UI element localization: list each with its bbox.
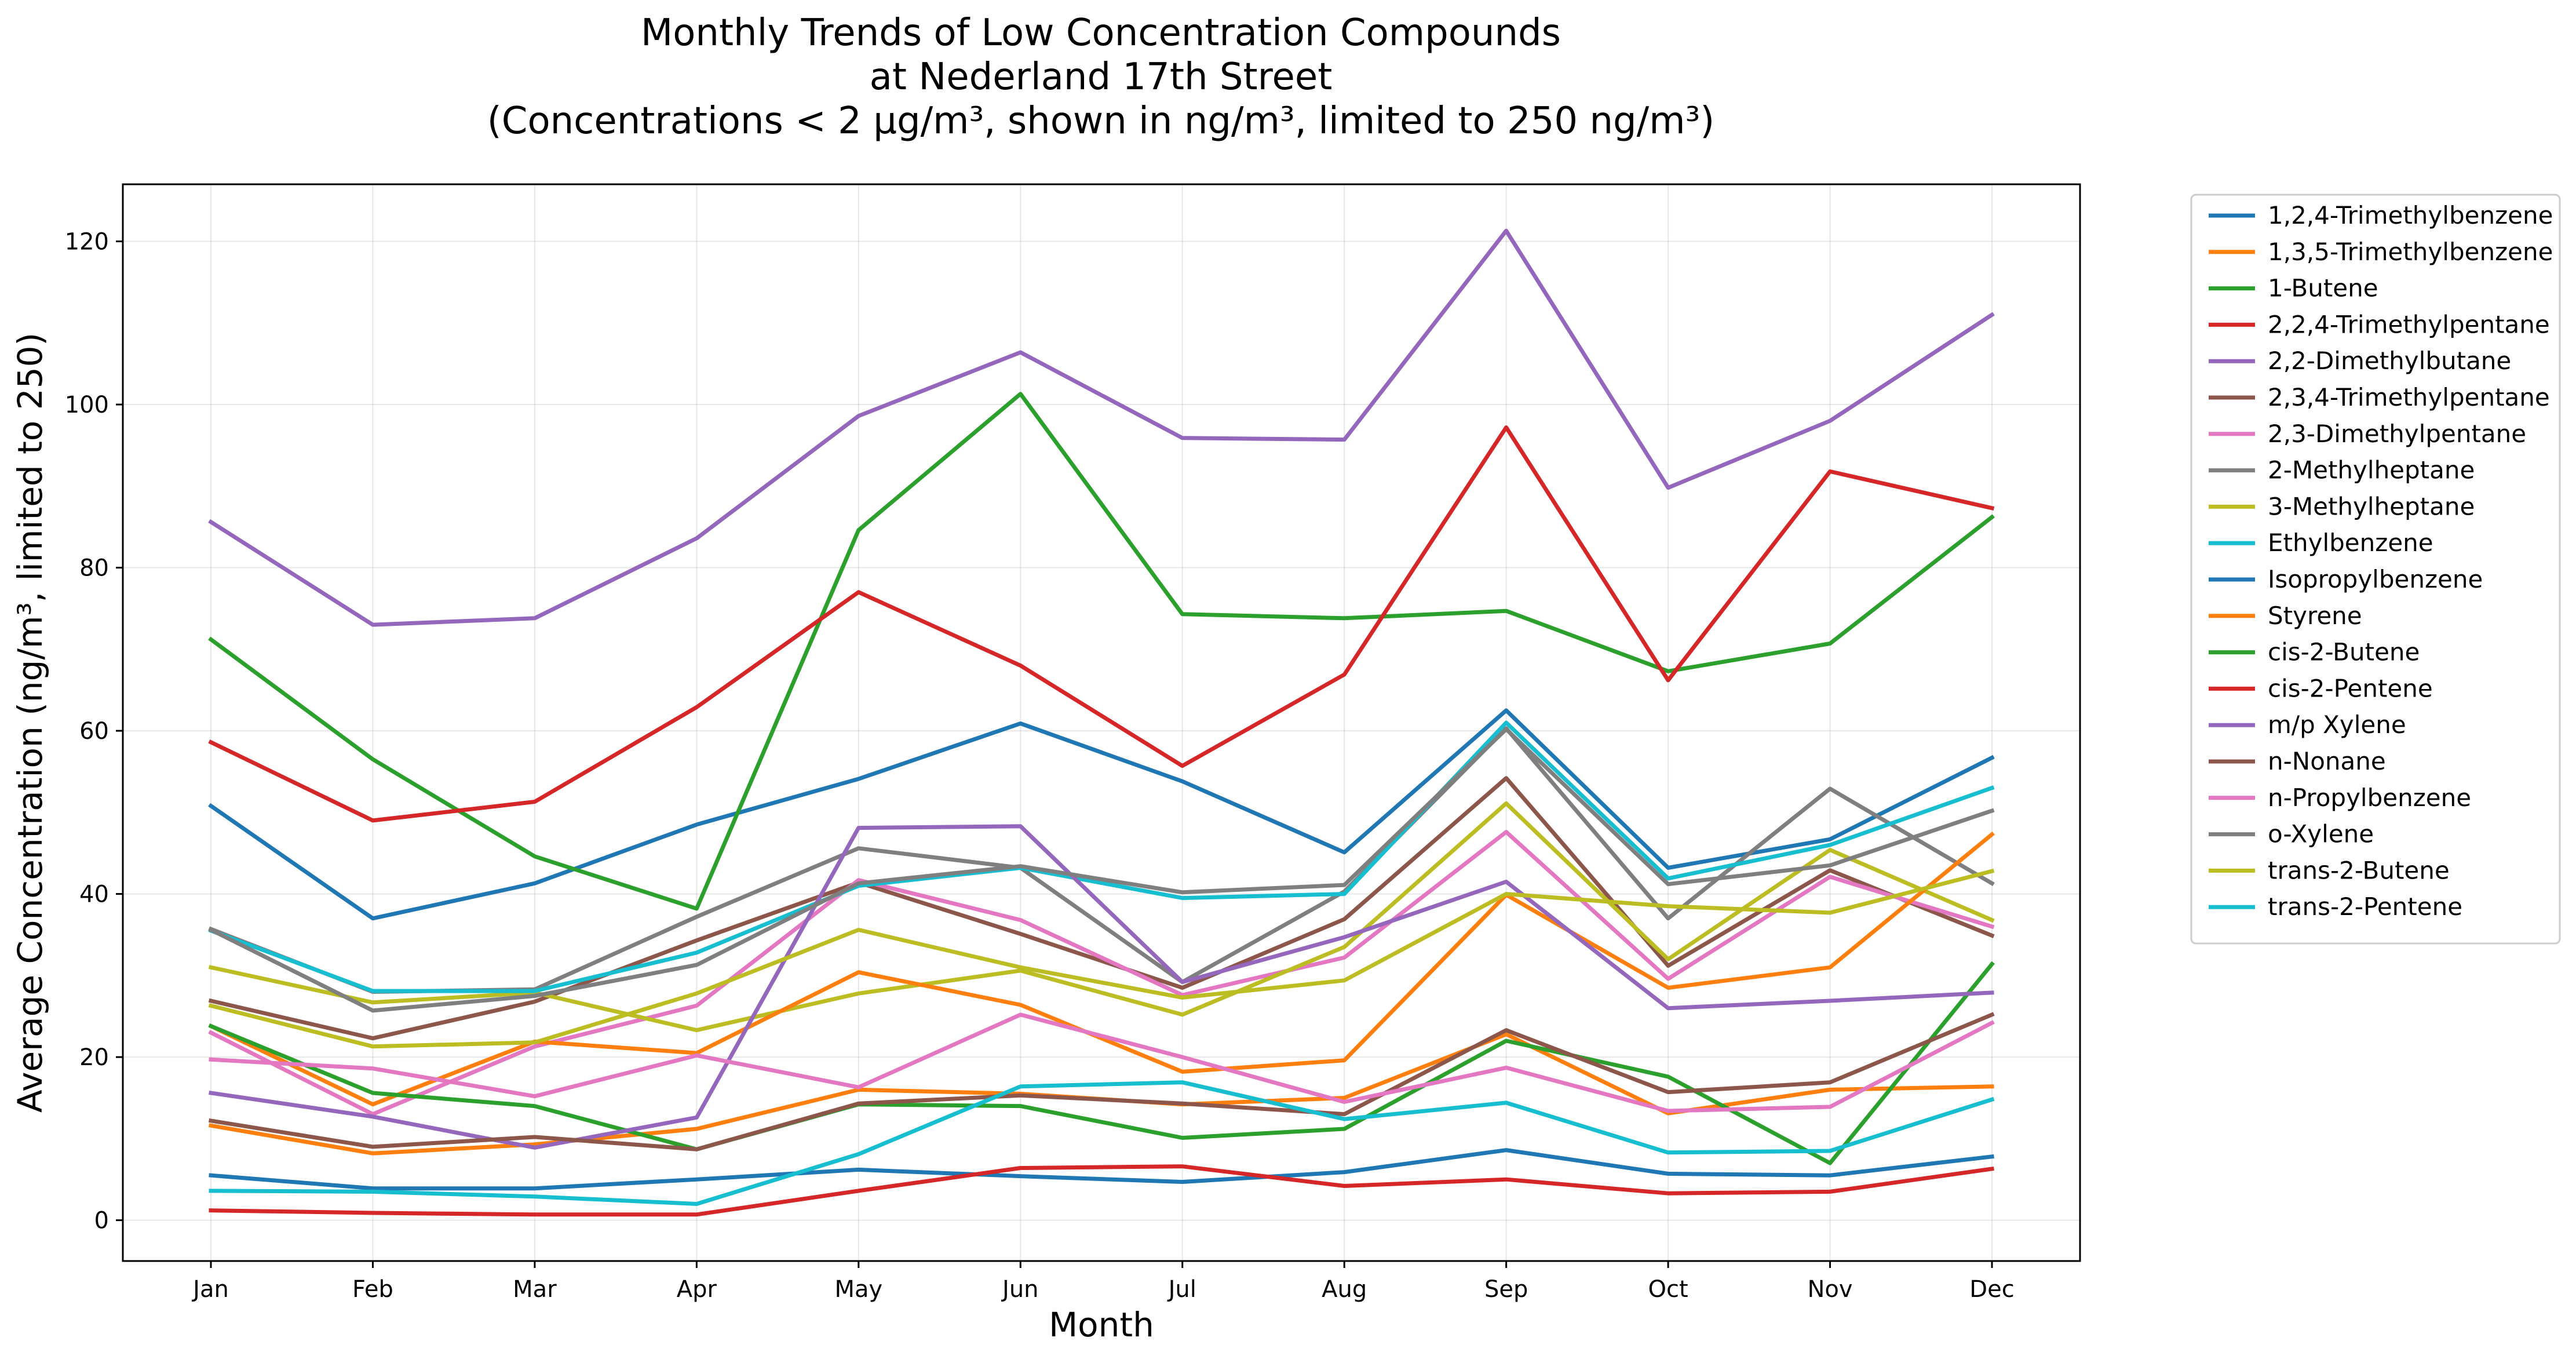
x-axis-ticks: Jan Feb Mar Apr May Jun Jul Aug Sep Oct Nov Dec — [191, 1261, 2015, 1303]
y-axis-label: Average Concentration (ng/m³, limited to… — [10, 333, 50, 1113]
legend-entry-label: 2,3-Dimethylpentane — [2268, 420, 2526, 448]
legend-entry-label: 2-Methylheptane — [2268, 456, 2475, 484]
series-line-5 — [208, 228, 1995, 627]
x-tick-label: Dec — [1969, 1276, 2014, 1303]
x-tick-label: Aug — [1322, 1276, 1367, 1303]
series-line-14 — [209, 1164, 1994, 1217]
x-tick-label: Feb — [352, 1276, 393, 1303]
x-tick-label: Mar — [513, 1276, 557, 1303]
series-line-17 — [209, 1012, 1995, 1113]
x-axis-label: Month — [1049, 1305, 1154, 1344]
legend-box — [2190, 194, 2561, 945]
chart-title-line-1: Monthly Trends of Low Concentration Comp… — [641, 12, 1561, 54]
legend-entry-label: Styrene — [2268, 602, 2362, 630]
legend-entry-label: 2,2,4-Trimethylpentane — [2268, 310, 2550, 338]
x-tick-label: Apr — [677, 1276, 717, 1303]
series-line-4 — [208, 425, 1995, 823]
y-tick-label: 60 — [79, 718, 109, 745]
legend-entry-label: o-Xylene — [2268, 820, 2374, 848]
series-line-16 — [208, 1012, 1995, 1151]
series-line-9 — [208, 801, 1995, 1033]
y-tick-label: 40 — [79, 881, 109, 908]
series-line-19 — [208, 868, 1995, 1049]
chart-title-line-2: at Nederland 17th Street — [870, 56, 1333, 99]
plot-frame — [122, 183, 2081, 1262]
legend-entry-label: m/p Xylene — [2268, 710, 2406, 739]
grid — [123, 184, 2080, 1261]
series-line-11 — [209, 1148, 1994, 1191]
series-line-20 — [209, 1080, 1995, 1206]
legend-entry-label: Ethylbenzene — [2268, 529, 2433, 557]
series-line-8 — [208, 726, 1995, 994]
legend-entry-label: cis-2-Butene — [2268, 638, 2420, 666]
y-tick-label: 0 — [94, 1208, 109, 1234]
x-tick-label: Nov — [1808, 1276, 1853, 1303]
series-line-12 — [208, 831, 1995, 1107]
legend-entry-label: n-Propylbenzene — [2268, 783, 2471, 812]
chart-title: Monthly Trends of Low Concentration Comp… — [487, 12, 1714, 143]
legend-entry-label: n-Nonane — [2268, 747, 2386, 775]
y-tick-label: 20 — [79, 1044, 109, 1071]
legend-entry-label: trans-2-Butene — [2268, 856, 2450, 884]
series-line-10 — [208, 720, 1995, 993]
legend-entry-label: 2,2-Dimethylbutane — [2268, 347, 2511, 375]
y-tick-label: 100 — [65, 392, 109, 418]
series-lines — [208, 228, 1995, 1217]
series-line-7 — [208, 830, 1995, 1117]
x-tick-label: Oct — [1648, 1276, 1688, 1303]
legend-entry-label: trans-2-Pentene — [2268, 892, 2462, 921]
legend-entry-label: 1-Butene — [2268, 274, 2378, 303]
series-line-1 — [208, 708, 1995, 921]
y-tick-label: 80 — [79, 555, 109, 582]
series-line-6 — [208, 776, 1995, 1041]
x-tick-label: Jul — [1167, 1276, 1196, 1303]
legend: 1,2,4-Trimethylbenzene 1,3,5-Trimethylben… — [2190, 194, 2561, 945]
legend-entry-label: 1,3,5-Trimethylbenzene — [2268, 238, 2553, 266]
series-line-15 — [209, 824, 1994, 1150]
y-axis-ticks: 0 20 40 60 80 100 120 — [65, 229, 123, 1234]
legend-entry-label: cis-2-Pentene — [2268, 674, 2433, 702]
x-tick-label: Jun — [1001, 1276, 1039, 1303]
legend-entry-label: 2,3,4-Trimethylpentane — [2268, 383, 2550, 411]
x-tick-label: Sep — [1484, 1276, 1528, 1303]
legend-entry-label: 3-Methylheptane — [2268, 492, 2475, 520]
series-line-18 — [208, 727, 1995, 1013]
x-tick-label: Jan — [191, 1276, 229, 1303]
legend-entry-label: 1,2,4-Trimethylbenzene — [2268, 201, 2553, 229]
series-line-3 — [208, 392, 1995, 911]
x-tick-label: May — [834, 1276, 882, 1303]
y-tick-label: 120 — [65, 229, 109, 256]
chart-title-line-3: (Concentrations < 2 µg/m³, shown in ng/m… — [487, 100, 1714, 143]
legend-entry-label: Isopropylbenzene — [2268, 565, 2483, 593]
